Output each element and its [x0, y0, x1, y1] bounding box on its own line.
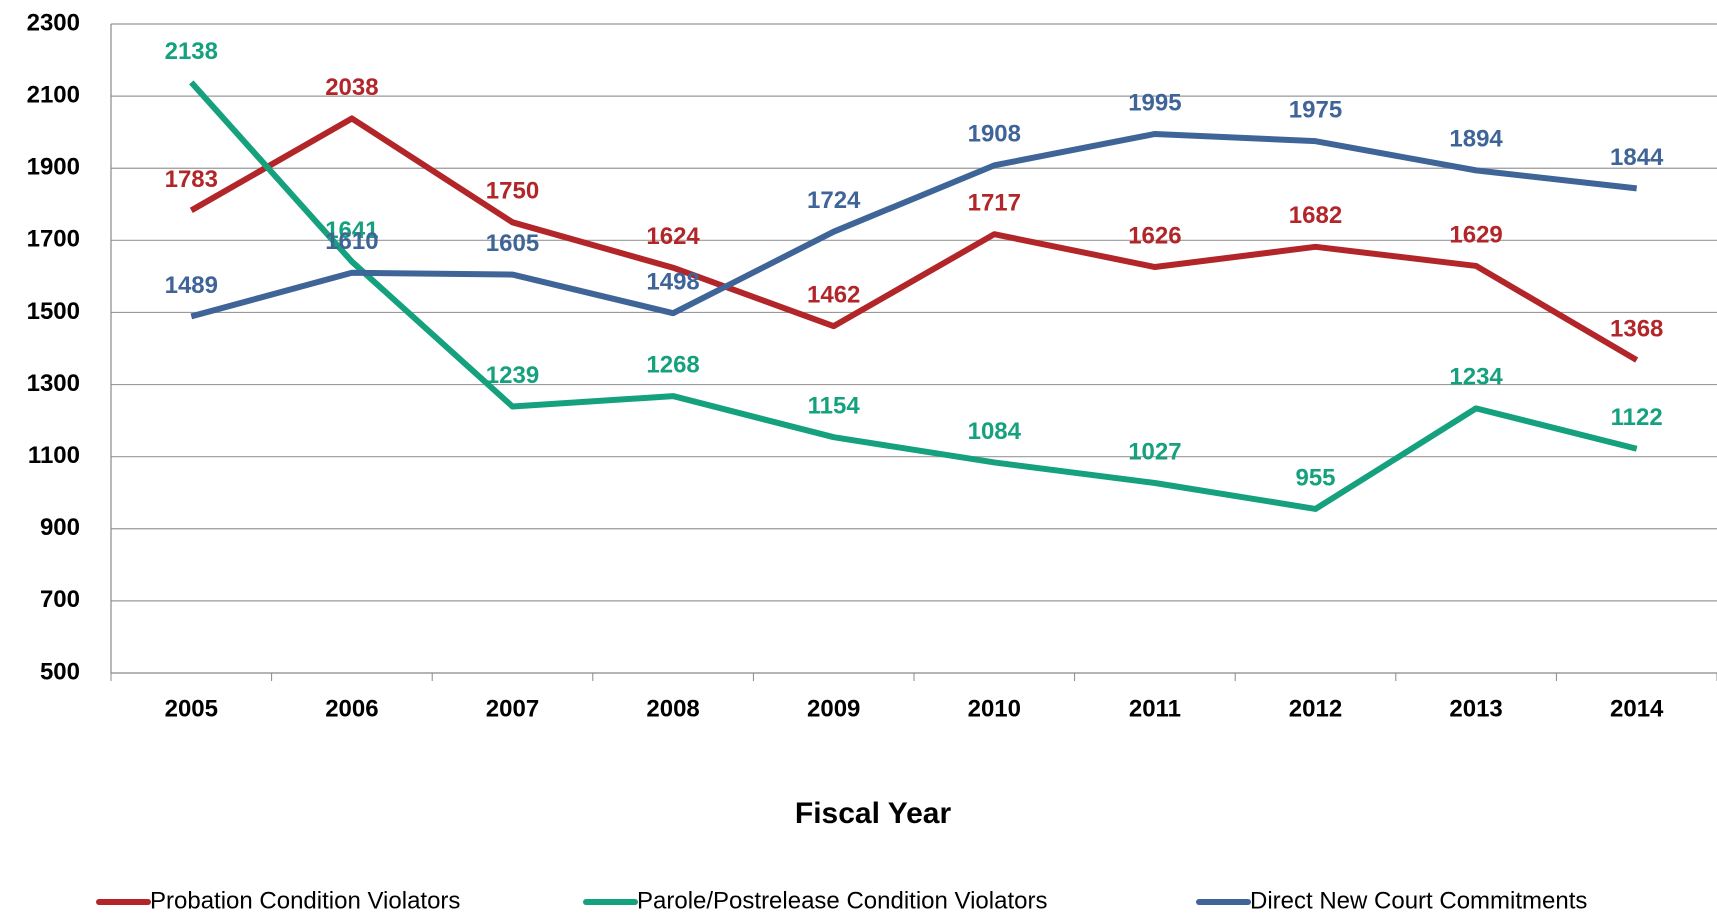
- legend-label: Parole/Postrelease Condition Violators: [637, 887, 1047, 913]
- y-tick-label: 1700: [27, 226, 80, 253]
- series-line: [189, 115, 1639, 363]
- x-tick-label: 2011: [1129, 695, 1181, 722]
- data-label: 1154: [808, 393, 861, 420]
- x-tick-label: 2007: [486, 695, 539, 722]
- data-label: 1498: [646, 269, 699, 296]
- y-tick-label: 700: [40, 586, 80, 613]
- data-label: 1750: [486, 178, 539, 205]
- x-tick-label: 2005: [165, 695, 218, 722]
- y-tick-label: 1100: [28, 442, 80, 469]
- data-label: 955: [1295, 464, 1335, 491]
- data-label: 1268: [646, 351, 699, 378]
- y-tick-label: 1500: [27, 298, 80, 325]
- x-tick-label: 2010: [968, 695, 1021, 722]
- data-label: 1239: [486, 362, 539, 389]
- series-line: [189, 80, 1638, 512]
- data-label: 1462: [807, 281, 860, 308]
- data-label: 2038: [325, 74, 378, 101]
- x-tick-label: 2008: [646, 695, 699, 722]
- y-tick-label: 1300: [27, 370, 80, 397]
- data-label: 1610: [325, 228, 378, 255]
- data-label: 1641: [325, 217, 378, 244]
- data-label: 1975: [1289, 97, 1342, 124]
- legend-label: Probation Condition Violators: [150, 887, 460, 913]
- data-label: 1783: [165, 166, 218, 193]
- legend-label: Direct New Court Commitments: [1250, 887, 1587, 913]
- data-label: 1368: [1610, 315, 1663, 342]
- y-tick-label: 2100: [27, 81, 80, 108]
- data-label: 1717: [968, 190, 1021, 217]
- x-tick-label: 2009: [807, 695, 860, 722]
- y-tick-label: 2300: [27, 9, 80, 36]
- x-tick-label: 2014: [1610, 695, 1664, 722]
- x-tick-label: 2013: [1449, 695, 1502, 722]
- y-tick-label: 900: [40, 514, 80, 541]
- data-label: 1724: [807, 187, 861, 214]
- y-tick-label: 1900: [27, 154, 80, 181]
- data-label: 1995: [1128, 89, 1181, 116]
- data-label: 1084: [968, 418, 1022, 445]
- x-axis-title: Fiscal Year: [795, 797, 952, 830]
- x-tick-label: 2006: [325, 695, 378, 722]
- data-label: 1234: [1449, 364, 1503, 391]
- data-label: 1908: [968, 121, 1021, 148]
- data-label: 1894: [1449, 126, 1503, 153]
- data-label: 1682: [1289, 202, 1342, 229]
- data-label: 1122: [1611, 404, 1663, 431]
- y-tick-label: 500: [40, 658, 80, 685]
- data-label: 1624: [646, 223, 700, 250]
- x-tick-label: 2012: [1289, 695, 1342, 722]
- data-label: 1844: [1610, 144, 1664, 171]
- data-label: 1027: [1128, 438, 1181, 465]
- data-label: 1626: [1128, 222, 1181, 249]
- data-label: 1629: [1449, 221, 1502, 248]
- series-line: [190, 130, 1638, 320]
- data-label: 1489: [165, 272, 218, 299]
- data-label: 1605: [486, 230, 539, 257]
- data-label: 2138: [165, 38, 218, 65]
